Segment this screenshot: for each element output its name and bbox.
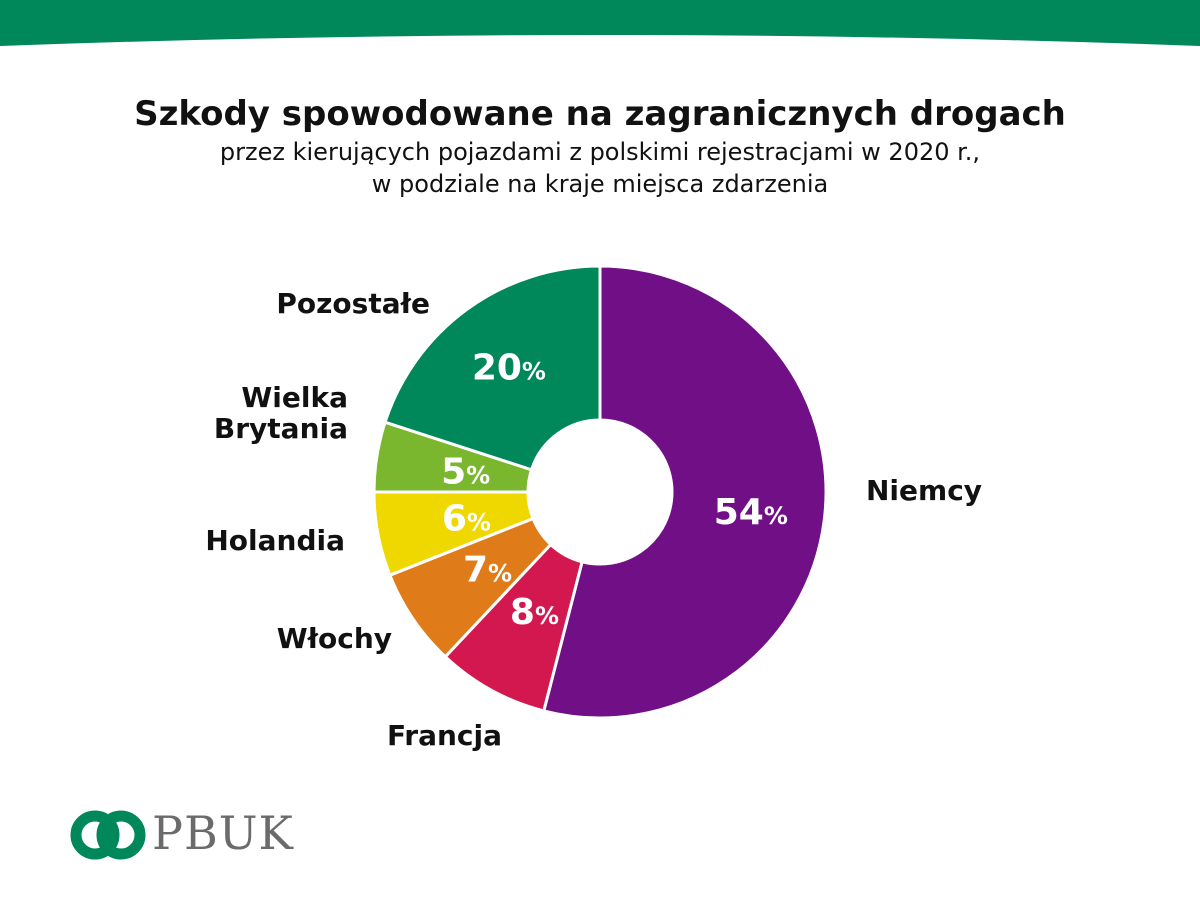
donut-category-labels: Niemcy Francja Włochy Holandia Wielka Brytani… — [205, 287, 982, 752]
category-label-niemcy: Niemcy — [866, 474, 982, 507]
slice-pozostale — [383, 264, 602, 472]
pbuk-rings-logo-icon — [70, 810, 146, 860]
value-label-pozostale: 20% — [472, 348, 546, 389]
value-label-wlochy: 7% — [463, 549, 512, 590]
donut-value-labels: 54% 8%7% 6% 5% 20% — [441, 348, 788, 634]
category-label-pozostale: Pozostałe — [276, 287, 430, 320]
value-label-holandia: 6% — [442, 498, 491, 539]
chart-subtitle-line-1: przez kierujących pojazdami z polskimi r… — [219, 138, 981, 166]
value-label-niemcy: 54% — [714, 492, 788, 533]
category-label-wlochy: Włochy — [277, 622, 392, 655]
value-label-francja: 8% — [510, 592, 559, 633]
value-label-wielka-brytania: 5% — [441, 452, 490, 493]
category-label-francja: Francja — [387, 719, 502, 752]
chart-title: Szkody spowodowane na zagranicznych drog… — [134, 94, 1066, 134]
title-block: Szkody spowodowane na zagranicznych drog… — [0, 92, 1200, 200]
brand-name: PBUK — [152, 806, 294, 860]
category-label-wielka-brytania: Wielka Brytania — [214, 381, 348, 445]
chart-subtitle-line-2: w podziale na kraje miejsca zdarzenia — [371, 170, 829, 198]
category-label-holandia: Holandia — [205, 524, 345, 557]
slice-niemcy — [541, 264, 828, 720]
donut-slices — [372, 264, 828, 720]
top-banner — [0, 0, 1200, 46]
